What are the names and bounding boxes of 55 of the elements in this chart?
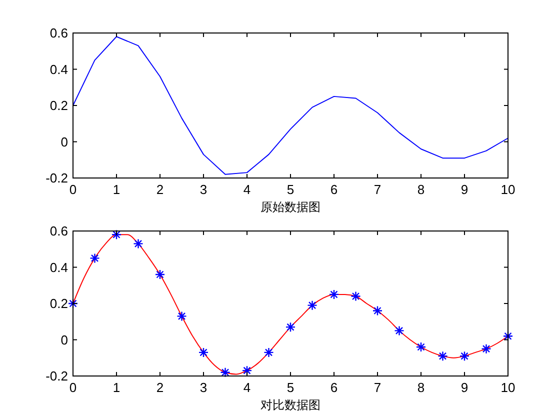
x-axis-title: 对比数据图 bbox=[260, 398, 320, 412]
x-tick-label: 4 bbox=[243, 182, 251, 197]
point bbox=[459, 350, 470, 362]
x-tick-label: 7 bbox=[374, 182, 382, 197]
point bbox=[502, 331, 514, 342]
point bbox=[264, 347, 274, 358]
point bbox=[220, 367, 230, 378]
y-tick-label: 0.2 bbox=[50, 98, 68, 113]
x-tick-label: 3 bbox=[200, 380, 208, 395]
y-tick-label: 0.6 bbox=[50, 224, 68, 238]
point bbox=[111, 230, 122, 240]
y-tick-label: -0.2 bbox=[46, 170, 68, 186]
x-tick-label: 10 bbox=[500, 182, 516, 197]
x-tick-label: 5 bbox=[286, 182, 294, 197]
point bbox=[416, 342, 426, 352]
y-tick-label: 0 bbox=[60, 332, 68, 348]
point bbox=[90, 253, 100, 264]
y-tick-label: 0 bbox=[60, 134, 68, 150]
x-axis-title: 原始数据图 bbox=[260, 200, 320, 214]
point bbox=[154, 269, 166, 280]
point bbox=[394, 326, 404, 336]
x-tick-label: 6 bbox=[330, 182, 338, 197]
x-tick-label: 9 bbox=[460, 380, 468, 395]
point bbox=[438, 350, 448, 362]
y-tick-label: 0.4 bbox=[50, 62, 68, 77]
line-series bbox=[72, 234, 508, 375]
x-tick-label: 4 bbox=[243, 380, 251, 395]
x-tick-label: 7 bbox=[374, 380, 382, 395]
x-tick-label: 9 bbox=[460, 182, 468, 197]
x-tick-label: 3 bbox=[200, 182, 208, 197]
point bbox=[68, 298, 78, 309]
point bbox=[328, 289, 340, 300]
x-tick-label: 6 bbox=[330, 380, 338, 395]
x-tick-label: 10 bbox=[500, 380, 516, 395]
point bbox=[133, 238, 144, 249]
point bbox=[242, 365, 252, 376]
y-tick-label: 0.4 bbox=[50, 260, 68, 275]
point bbox=[307, 300, 318, 310]
line-series bbox=[72, 36, 508, 175]
y-tick-label: 0.2 bbox=[50, 296, 68, 311]
y-tick-label: -0.2 bbox=[46, 368, 68, 384]
x-tick-label: 2 bbox=[156, 380, 164, 395]
point bbox=[350, 291, 361, 302]
point bbox=[198, 347, 209, 358]
x-tick-label: 1 bbox=[112, 182, 120, 197]
y-tick-label: 0.6 bbox=[50, 26, 68, 40]
x-tick-label: 2 bbox=[156, 182, 164, 197]
x-tick-label: 8 bbox=[417, 182, 425, 197]
point bbox=[285, 322, 296, 332]
x-tick-label: 1 bbox=[112, 380, 120, 395]
point bbox=[481, 344, 492, 354]
x-tick-label: 5 bbox=[286, 380, 294, 395]
x-tick-label: 8 bbox=[417, 380, 425, 395]
point bbox=[372, 306, 383, 316]
point bbox=[176, 311, 187, 322]
